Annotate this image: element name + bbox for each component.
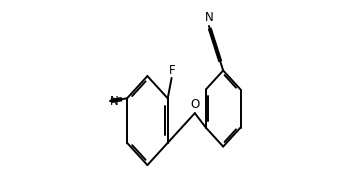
Text: N: N xyxy=(205,11,213,24)
Text: N: N xyxy=(110,95,119,108)
Text: F: F xyxy=(169,63,176,77)
Text: O: O xyxy=(190,97,199,111)
